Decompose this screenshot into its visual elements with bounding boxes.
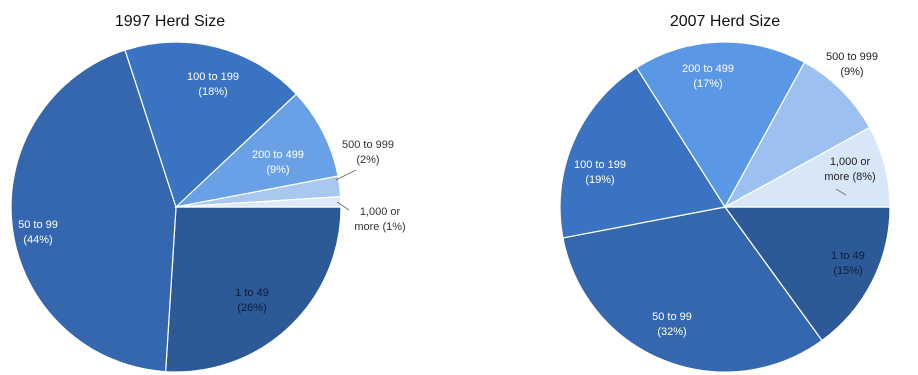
chart-title: 2007 Herd Size <box>670 13 780 30</box>
pie-slice-50-to-99 <box>10 49 177 373</box>
slice-label: 100 to 199 <box>574 159 626 171</box>
pie-slice-100-to-199 <box>124 41 298 209</box>
slice-label: 200 to 499 <box>682 63 734 75</box>
slice-label: 50 to 99 <box>652 311 692 323</box>
slice-percent-label: more (8%) <box>824 171 875 183</box>
pie-slice-200-to-499 <box>174 93 339 208</box>
slice-percent-label: (17%) <box>693 78 722 90</box>
slice-label: 1,000 or <box>360 206 401 218</box>
slice-label: 100 to 199 <box>187 71 239 83</box>
pie-slice-1-000-or <box>724 126 891 208</box>
leader-line <box>335 169 357 181</box>
pie-slice-1-to-49 <box>165 206 342 373</box>
leader-line <box>835 188 847 196</box>
leader-line <box>336 201 350 211</box>
pie-slice-1-to-49 <box>723 206 891 342</box>
slice-percent-label: (9%) <box>840 66 863 78</box>
chart-title: 1997 Herd Size <box>115 13 225 30</box>
slice-percent-label: (26%) <box>237 302 266 314</box>
slice-label: 200 to 499 <box>252 149 304 161</box>
slice-label: 1 to 49 <box>831 250 865 262</box>
slice-percent-label: (18%) <box>198 86 227 98</box>
pie-slice-500-to-999 <box>723 61 871 209</box>
slice-percent-label: (44%) <box>23 234 52 246</box>
slice-label: 1 to 49 <box>235 287 269 299</box>
pie-slice-1-000-or <box>175 196 342 208</box>
slice-percent-label: (2%) <box>356 154 379 166</box>
slice-percent-label: more (1%) <box>354 221 405 233</box>
pie-chart-1: 1997 Herd Size 1 to 49 (26%) 50 to 99 (44%) 1… <box>10 13 406 373</box>
slice-label: 500 to 999 <box>342 139 394 151</box>
slice-label: 1,000 or <box>830 156 871 168</box>
slice-percent-label: (15%) <box>833 265 862 277</box>
slice-label: 500 to 999 <box>826 51 878 63</box>
pie-chart-2: 2007 Herd Size 1 to 49 (15%) 50 to 99 (32%) 1… <box>559 13 891 373</box>
pie-slice-100-to-199 <box>559 66 726 239</box>
slice-label: 50 to 99 <box>18 219 58 231</box>
slice-percent-label: (32%) <box>657 326 686 338</box>
slice-percent-label: (19%) <box>585 174 614 186</box>
slice-percent-label: (9%) <box>266 164 289 176</box>
pie-slice-200-to-499 <box>635 41 806 209</box>
pie-slice-50-to-99 <box>562 206 823 373</box>
